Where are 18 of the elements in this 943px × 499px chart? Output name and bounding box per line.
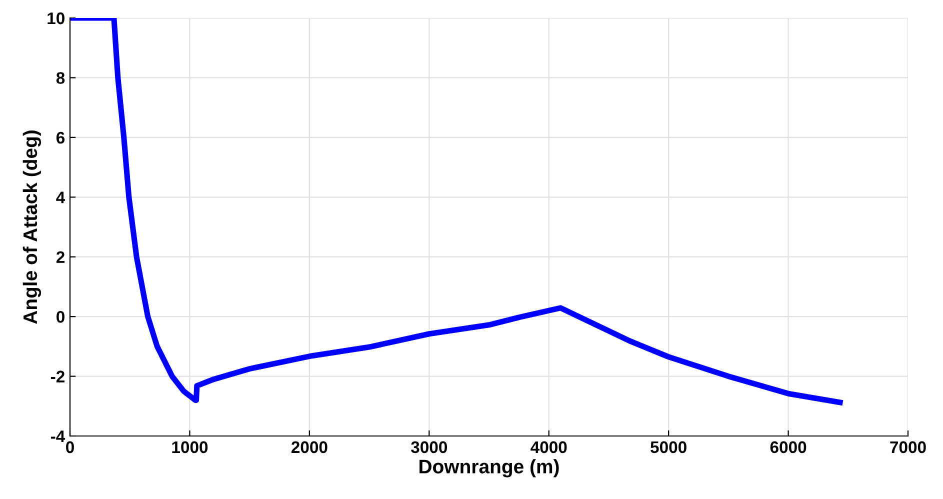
y-tick-label: 8 bbox=[56, 72, 65, 84]
x-tick-label: 1000 bbox=[172, 441, 208, 454]
y-axis-title: Angle of Attack (deg) bbox=[22, 130, 42, 324]
x-tick-label: 3000 bbox=[410, 441, 447, 454]
x-tick-label: 7000 bbox=[890, 441, 926, 454]
y-tick-label: 6 bbox=[56, 132, 65, 144]
x-tick-label: 5000 bbox=[650, 441, 686, 454]
x-tick-label: 0 bbox=[66, 441, 74, 454]
x-tick-label: 4000 bbox=[530, 441, 567, 454]
y-tick-label: -4 bbox=[50, 430, 66, 442]
y-tick-label: 10 bbox=[48, 12, 64, 24]
y-tick-label: 4 bbox=[56, 192, 66, 204]
x-axis-title: Downrange (m) bbox=[420, 459, 559, 478]
x-tick-label: 2000 bbox=[291, 441, 328, 454]
y-tick-label: -2 bbox=[50, 370, 64, 382]
y-tick-label: 2 bbox=[56, 251, 64, 263]
x-tick-label: 6000 bbox=[770, 441, 806, 454]
y-tick-label: 0 bbox=[56, 310, 64, 323]
